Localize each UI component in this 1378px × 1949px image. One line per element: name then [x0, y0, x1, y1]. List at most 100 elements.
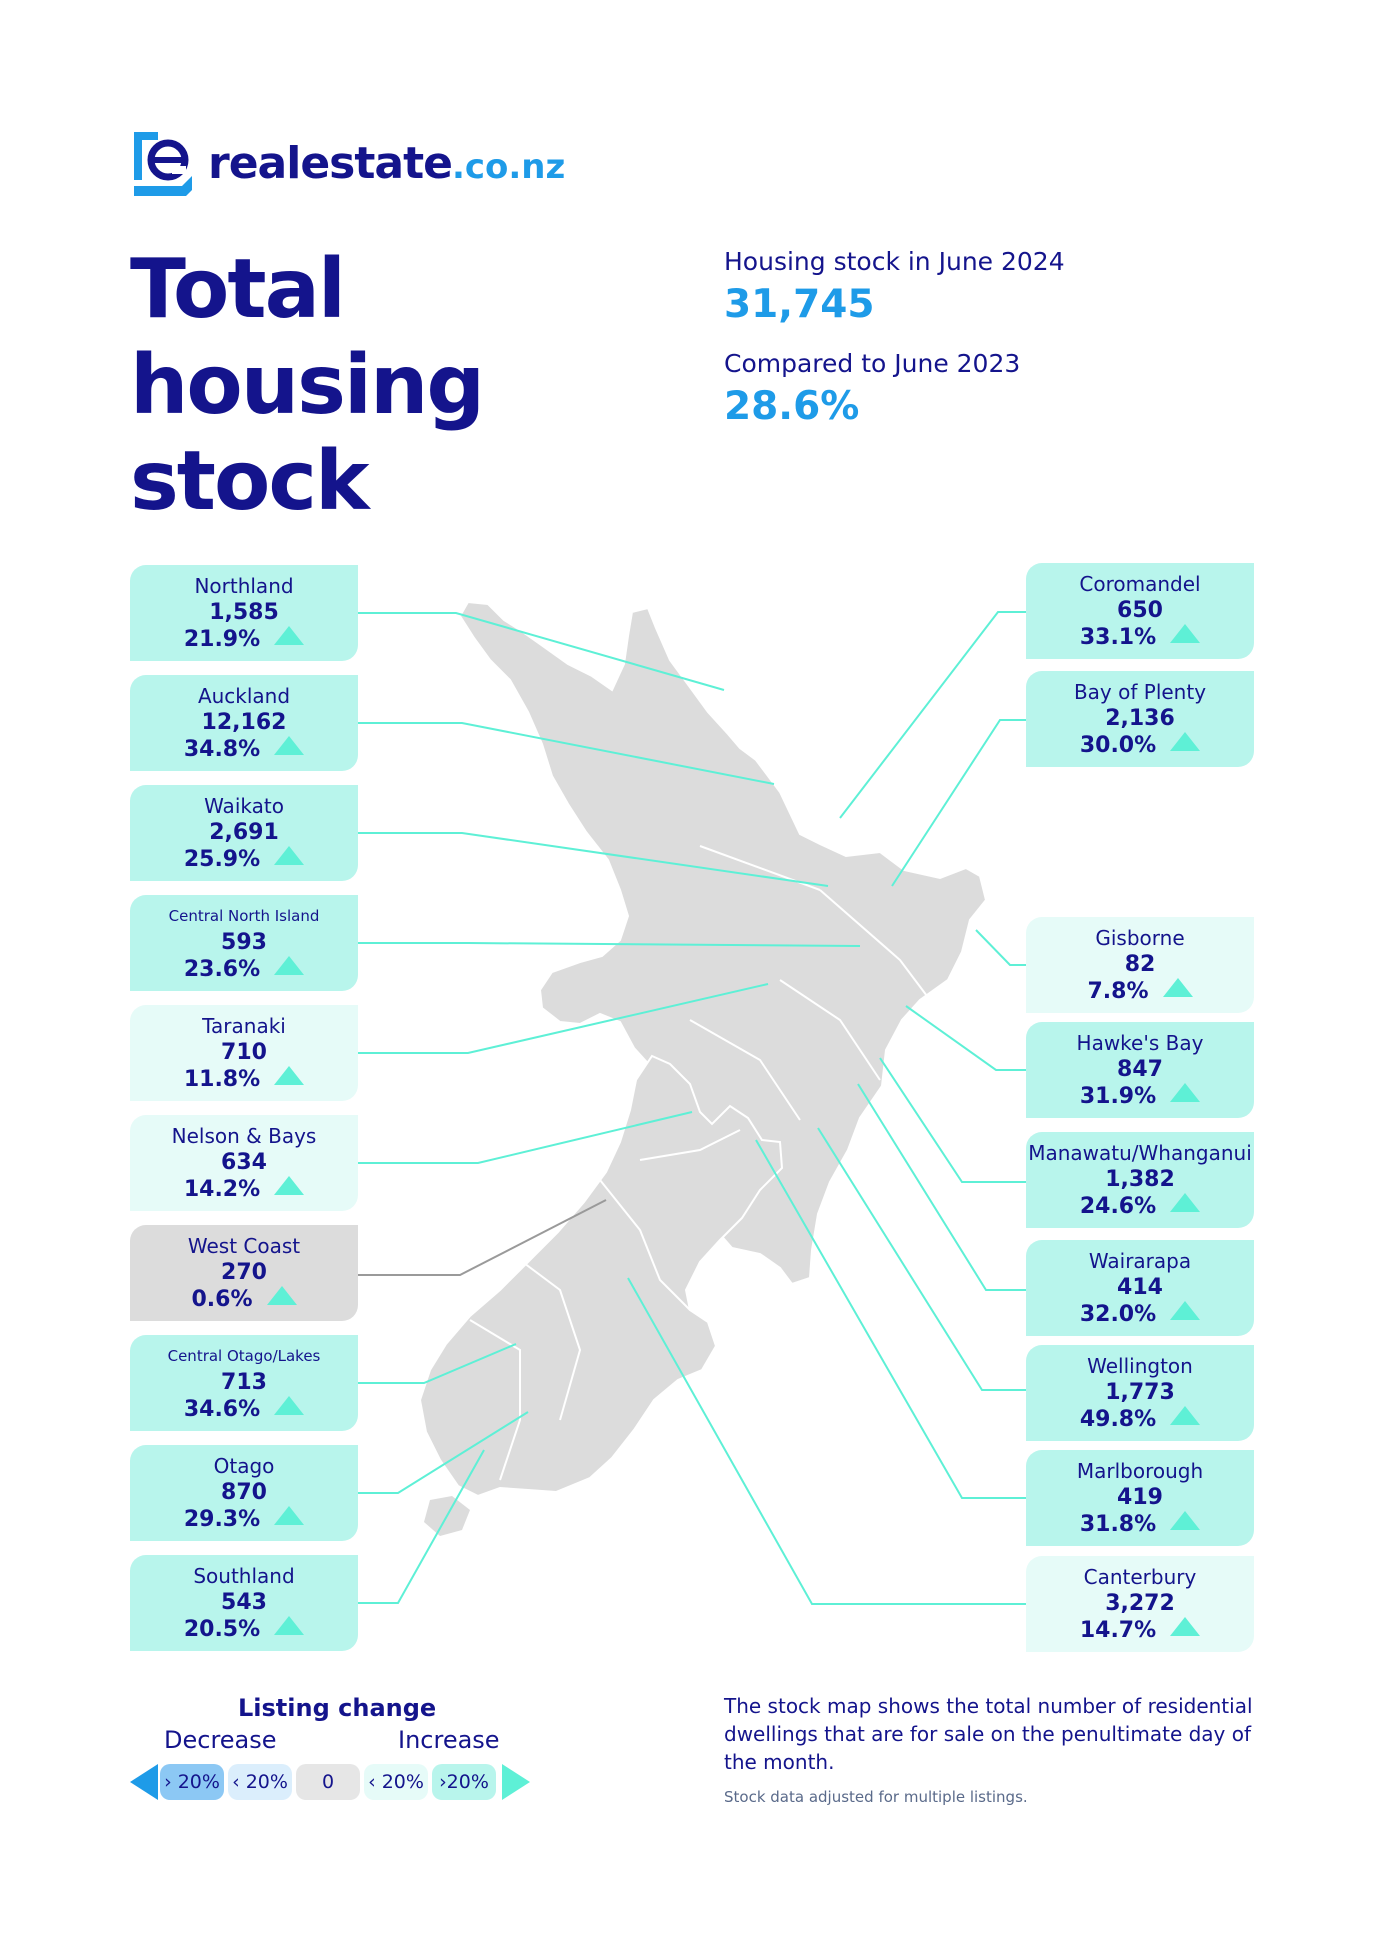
region-change-row: 14.2%: [130, 1176, 358, 1204]
legend-chip-no-change: 0: [296, 1764, 360, 1800]
arrow-left-icon: [130, 1764, 158, 1800]
logo-wordmark: realestate.co.nz: [208, 137, 566, 189]
region-count: 543: [221, 1590, 267, 1615]
region-card: Otago 870 29.3%: [130, 1445, 358, 1541]
increase-triangle-icon: [266, 1286, 297, 1305]
increase-triangle-icon: [274, 1506, 305, 1525]
region-card: Auckland 12,162 34.8%: [130, 675, 358, 771]
title-line-3: stock: [130, 434, 369, 529]
increase-triangle-icon: [1170, 1511, 1201, 1530]
region-change-row: 11.8%: [130, 1066, 358, 1094]
region-card: Taranaki 710 11.8%: [130, 1005, 358, 1101]
region-count: 713: [221, 1370, 267, 1395]
region-count: 1,382: [1105, 1167, 1175, 1192]
title-line-1: Total: [130, 242, 346, 337]
region-change-row: 31.9%: [1026, 1083, 1254, 1111]
logo-mark-icon: [134, 132, 192, 196]
legend-chip-large-decrease: › 20%: [160, 1764, 224, 1800]
increase-triangle-icon: [274, 956, 305, 975]
region-card: Central North Island 593 23.6%: [130, 895, 358, 991]
region-name: Canterbury: [1083, 1565, 1197, 1589]
region-change: 34.6%: [183, 1397, 261, 1422]
region-count: 12,162: [201, 710, 287, 735]
legend-chip-small-increase: ‹ 20%: [364, 1764, 428, 1800]
region-change: 31.8%: [1079, 1512, 1157, 1537]
region-change-row: 20.5%: [130, 1616, 358, 1644]
region-name: Otago: [213, 1454, 275, 1478]
region-change-row: 7.8%: [1026, 978, 1254, 1006]
region-name: Marlborough: [1076, 1459, 1204, 1483]
region-name: Central North Island: [168, 907, 320, 925]
region-name: Manawatu/Whanganui: [1028, 1141, 1252, 1165]
region-count: 634: [221, 1150, 267, 1175]
region-change: 14.2%: [183, 1177, 261, 1202]
increase-triangle-icon: [274, 1396, 305, 1415]
region-change-row: 31.8%: [1026, 1511, 1254, 1539]
legend-scale: › 20% ‹ 20% 0 ‹ 20% ›20%: [130, 1764, 530, 1800]
compare-label: Compared to June 2023: [724, 349, 1021, 378]
region-name: Taranaki: [202, 1014, 286, 1038]
region-name: Northland: [194, 574, 294, 598]
increase-triangle-icon: [274, 1176, 305, 1195]
south-island: [418, 1054, 784, 1498]
region-card: Nelson & Bays 634 14.2%: [130, 1115, 358, 1211]
increase-triangle-icon: [274, 1616, 305, 1635]
region-count: 710: [221, 1040, 267, 1065]
region-change: 25.9%: [183, 847, 261, 872]
region-change-row: 34.6%: [130, 1396, 358, 1424]
region-name: Bay of Plenty: [1073, 680, 1207, 704]
increase-triangle-icon: [1170, 732, 1201, 751]
north-island: [458, 600, 988, 1286]
map-note: The stock map shows the total number of …: [724, 1694, 1253, 1774]
region-change-row: 32.0%: [1026, 1301, 1254, 1329]
region-name: Auckland: [197, 684, 291, 708]
region-count: 650: [1117, 598, 1163, 623]
region-change-row: 34.8%: [130, 736, 358, 764]
increase-triangle-icon: [274, 736, 305, 755]
increase-triangle-icon: [1162, 978, 1193, 997]
stock-label: Housing stock in June 2024: [724, 247, 1065, 276]
increase-triangle-icon: [1170, 1406, 1201, 1425]
region-count: 593: [221, 930, 267, 955]
region-change: 7.8%: [1087, 979, 1149, 1004]
page-title: Total housing stock: [130, 242, 550, 530]
region-count: 847: [1117, 1057, 1163, 1082]
region-change: 32.0%: [1079, 1302, 1157, 1327]
region-change: 33.1%: [1079, 625, 1157, 650]
brand-logo[interactable]: realestate.co.nz: [130, 128, 565, 198]
region-change: 11.8%: [183, 1067, 261, 1092]
region-count: 870: [221, 1480, 267, 1505]
region-change: 34.8%: [183, 737, 261, 762]
region-card: Central Otago/Lakes 713 34.6%: [130, 1335, 358, 1431]
increase-triangle-icon: [1170, 624, 1201, 643]
summary-panel: Housing stock in June 2024 31,745 Compar…: [724, 246, 1284, 450]
region-change: 14.7%: [1079, 1618, 1157, 1643]
increase-triangle-icon: [274, 1066, 305, 1085]
region-change: 24.6%: [1079, 1194, 1157, 1219]
region-name: Wellington: [1087, 1354, 1193, 1378]
region-card: Bay of Plenty 2,136 30.0%: [1026, 671, 1254, 767]
region-change: 21.9%: [183, 627, 261, 652]
region-change: 30.0%: [1079, 733, 1157, 758]
region-card: West Coast 270 0.6%: [130, 1225, 358, 1321]
region-change-row: 24.6%: [1026, 1193, 1254, 1221]
title-line-2: housing: [130, 338, 485, 433]
footnote: Stock data adjusted for multiple listing…: [724, 1788, 1028, 1806]
region-name: Waikato: [204, 794, 284, 818]
region-change: 31.9%: [1079, 1084, 1157, 1109]
region-name: Nelson & Bays: [171, 1124, 317, 1148]
region-change-row: 0.6%: [130, 1286, 358, 1314]
region-change: 49.8%: [1079, 1407, 1157, 1432]
legend-decrease-label: Decrease: [164, 1726, 277, 1754]
region-count: 3,272: [1105, 1591, 1175, 1616]
region-change-row: 49.8%: [1026, 1406, 1254, 1434]
region-change: 0.6%: [191, 1287, 253, 1312]
region-card: Manawatu/Whanganui 1,382 24.6%: [1026, 1132, 1254, 1228]
increase-triangle-icon: [1170, 1617, 1201, 1636]
region-change-row: 21.9%: [130, 626, 358, 654]
region-change-row: 23.6%: [130, 956, 358, 984]
legend-increase-label: Increase: [398, 1726, 500, 1754]
region-name: Coromandel: [1079, 572, 1201, 596]
region-card: Hawke's Bay 847 31.9%: [1026, 1022, 1254, 1118]
legend-title: Listing change: [238, 1694, 437, 1722]
